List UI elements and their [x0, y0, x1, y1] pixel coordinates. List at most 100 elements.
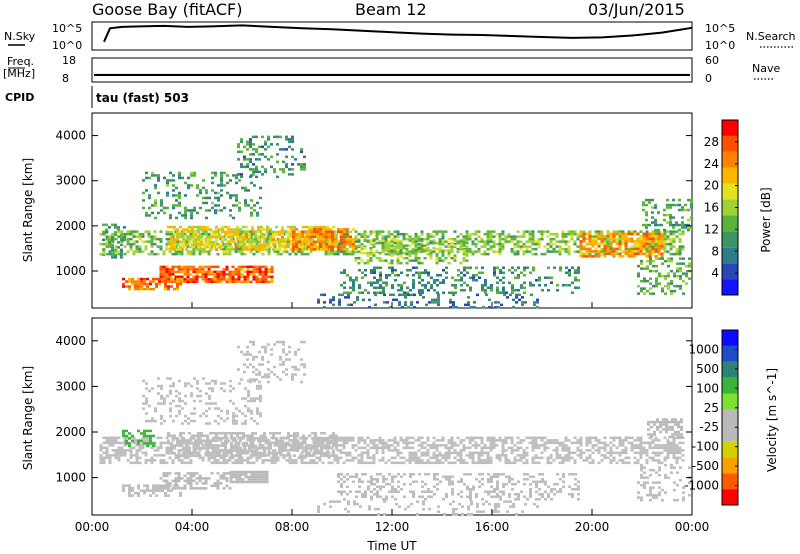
velocity-cell	[654, 446, 658, 450]
power-cell	[658, 272, 661, 275]
velocity-cell	[474, 444, 478, 447]
velocity-cell	[284, 442, 287, 445]
velocity-cell	[232, 473, 236, 476]
power-cell	[582, 230, 586, 233]
power-cell	[493, 274, 496, 277]
velocity-cell	[672, 444, 676, 447]
power-cell	[201, 265, 205, 269]
power-cell	[603, 255, 607, 258]
power-cell	[419, 293, 422, 297]
power-cell	[316, 248, 319, 251]
velocity-cell	[300, 451, 304, 455]
velocity-cell	[305, 454, 308, 457]
power-cell	[291, 250, 295, 253]
power-cell	[565, 266, 568, 269]
power-cell	[480, 237, 484, 241]
power-cell	[169, 179, 172, 182]
velocity-cell	[125, 434, 128, 438]
velocity-cell	[242, 444, 245, 447]
velocity-cell	[145, 382, 148, 385]
power-cell	[633, 250, 637, 253]
velocity-cell	[235, 470, 239, 474]
power-cell	[453, 237, 457, 241]
power-cell	[299, 243, 302, 246]
power-cell	[549, 237, 553, 241]
velocity-cell	[453, 461, 457, 465]
power-cell	[157, 191, 160, 195]
power-cell	[522, 230, 526, 233]
power-cell	[597, 250, 601, 253]
velocity-cell	[333, 459, 337, 462]
power-cell	[496, 281, 499, 284]
power-cell	[574, 276, 577, 279]
velocity-cell	[243, 446, 247, 450]
power-cell	[300, 252, 304, 256]
power-cell	[256, 214, 259, 217]
velocity-cell	[209, 442, 212, 445]
power-cell	[225, 278, 229, 281]
velocity-cell	[480, 449, 484, 452]
velocity-cell	[351, 446, 355, 450]
power-cell	[340, 245, 343, 249]
power-cell	[249, 158, 252, 161]
cpid-label: CPID	[5, 91, 34, 104]
power-cell	[544, 276, 547, 279]
velocity-cell	[293, 439, 296, 442]
velocity-cell	[228, 459, 232, 462]
power-cell	[615, 252, 619, 256]
power-cell	[473, 306, 476, 309]
power-cell	[325, 238, 328, 241]
velocity-cell	[555, 449, 559, 452]
power-cell	[666, 230, 670, 233]
power-cell	[465, 247, 469, 251]
power-cell	[648, 237, 652, 241]
power-cell	[217, 209, 220, 212]
power-cell	[667, 259, 670, 263]
power-cell	[334, 240, 337, 244]
power-cell	[370, 281, 373, 284]
power-cell	[192, 280, 196, 284]
power-cell	[600, 250, 604, 253]
power-cell	[472, 276, 475, 279]
power-cell	[591, 250, 595, 253]
power-cell	[349, 235, 352, 239]
power-cell	[579, 250, 583, 253]
power-cell	[157, 174, 160, 177]
power-cell	[355, 276, 358, 279]
power-cell	[441, 237, 445, 241]
power-cell	[379, 279, 382, 282]
power-cell	[295, 245, 298, 249]
velocity-cell	[480, 446, 484, 450]
power-cell	[400, 284, 403, 287]
velocity-cell	[531, 459, 535, 462]
velocity-cell	[248, 434, 251, 437]
velocity-cell	[147, 459, 151, 462]
velocity-cell	[197, 434, 200, 437]
velocity-cell	[317, 442, 320, 445]
power-cell	[281, 228, 284, 231]
velocity-cell	[588, 461, 592, 465]
power-cell	[420, 241, 424, 245]
power-cell	[324, 250, 328, 253]
power-cell	[176, 285, 179, 288]
power-cell	[331, 235, 334, 239]
power-cell	[675, 221, 678, 224]
power-cell	[681, 208, 684, 212]
power-cell	[287, 230, 290, 234]
power-cell	[537, 230, 541, 233]
velocity-cell	[639, 444, 643, 447]
power-cell	[441, 254, 445, 257]
power-cell	[163, 206, 166, 210]
power-cell	[640, 259, 643, 263]
power-cell	[292, 238, 295, 241]
power-cell	[215, 235, 218, 239]
velocity-cell	[265, 478, 269, 481]
power-cell	[114, 256, 117, 259]
velocity-cell	[435, 454, 439, 457]
power-cell	[346, 243, 349, 246]
power-cell	[190, 216, 193, 220]
power-cell	[343, 269, 346, 272]
velocity-cell	[408, 461, 412, 465]
velocity-cell	[312, 459, 316, 462]
